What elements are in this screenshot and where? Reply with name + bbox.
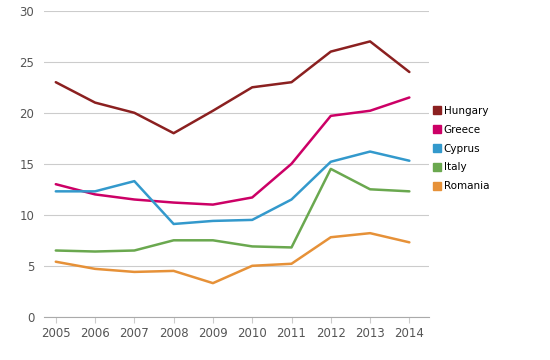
Legend: Hungary, Greece, Cyprus, Italy, Romania: Hungary, Greece, Cyprus, Italy, Romania <box>434 106 489 191</box>
